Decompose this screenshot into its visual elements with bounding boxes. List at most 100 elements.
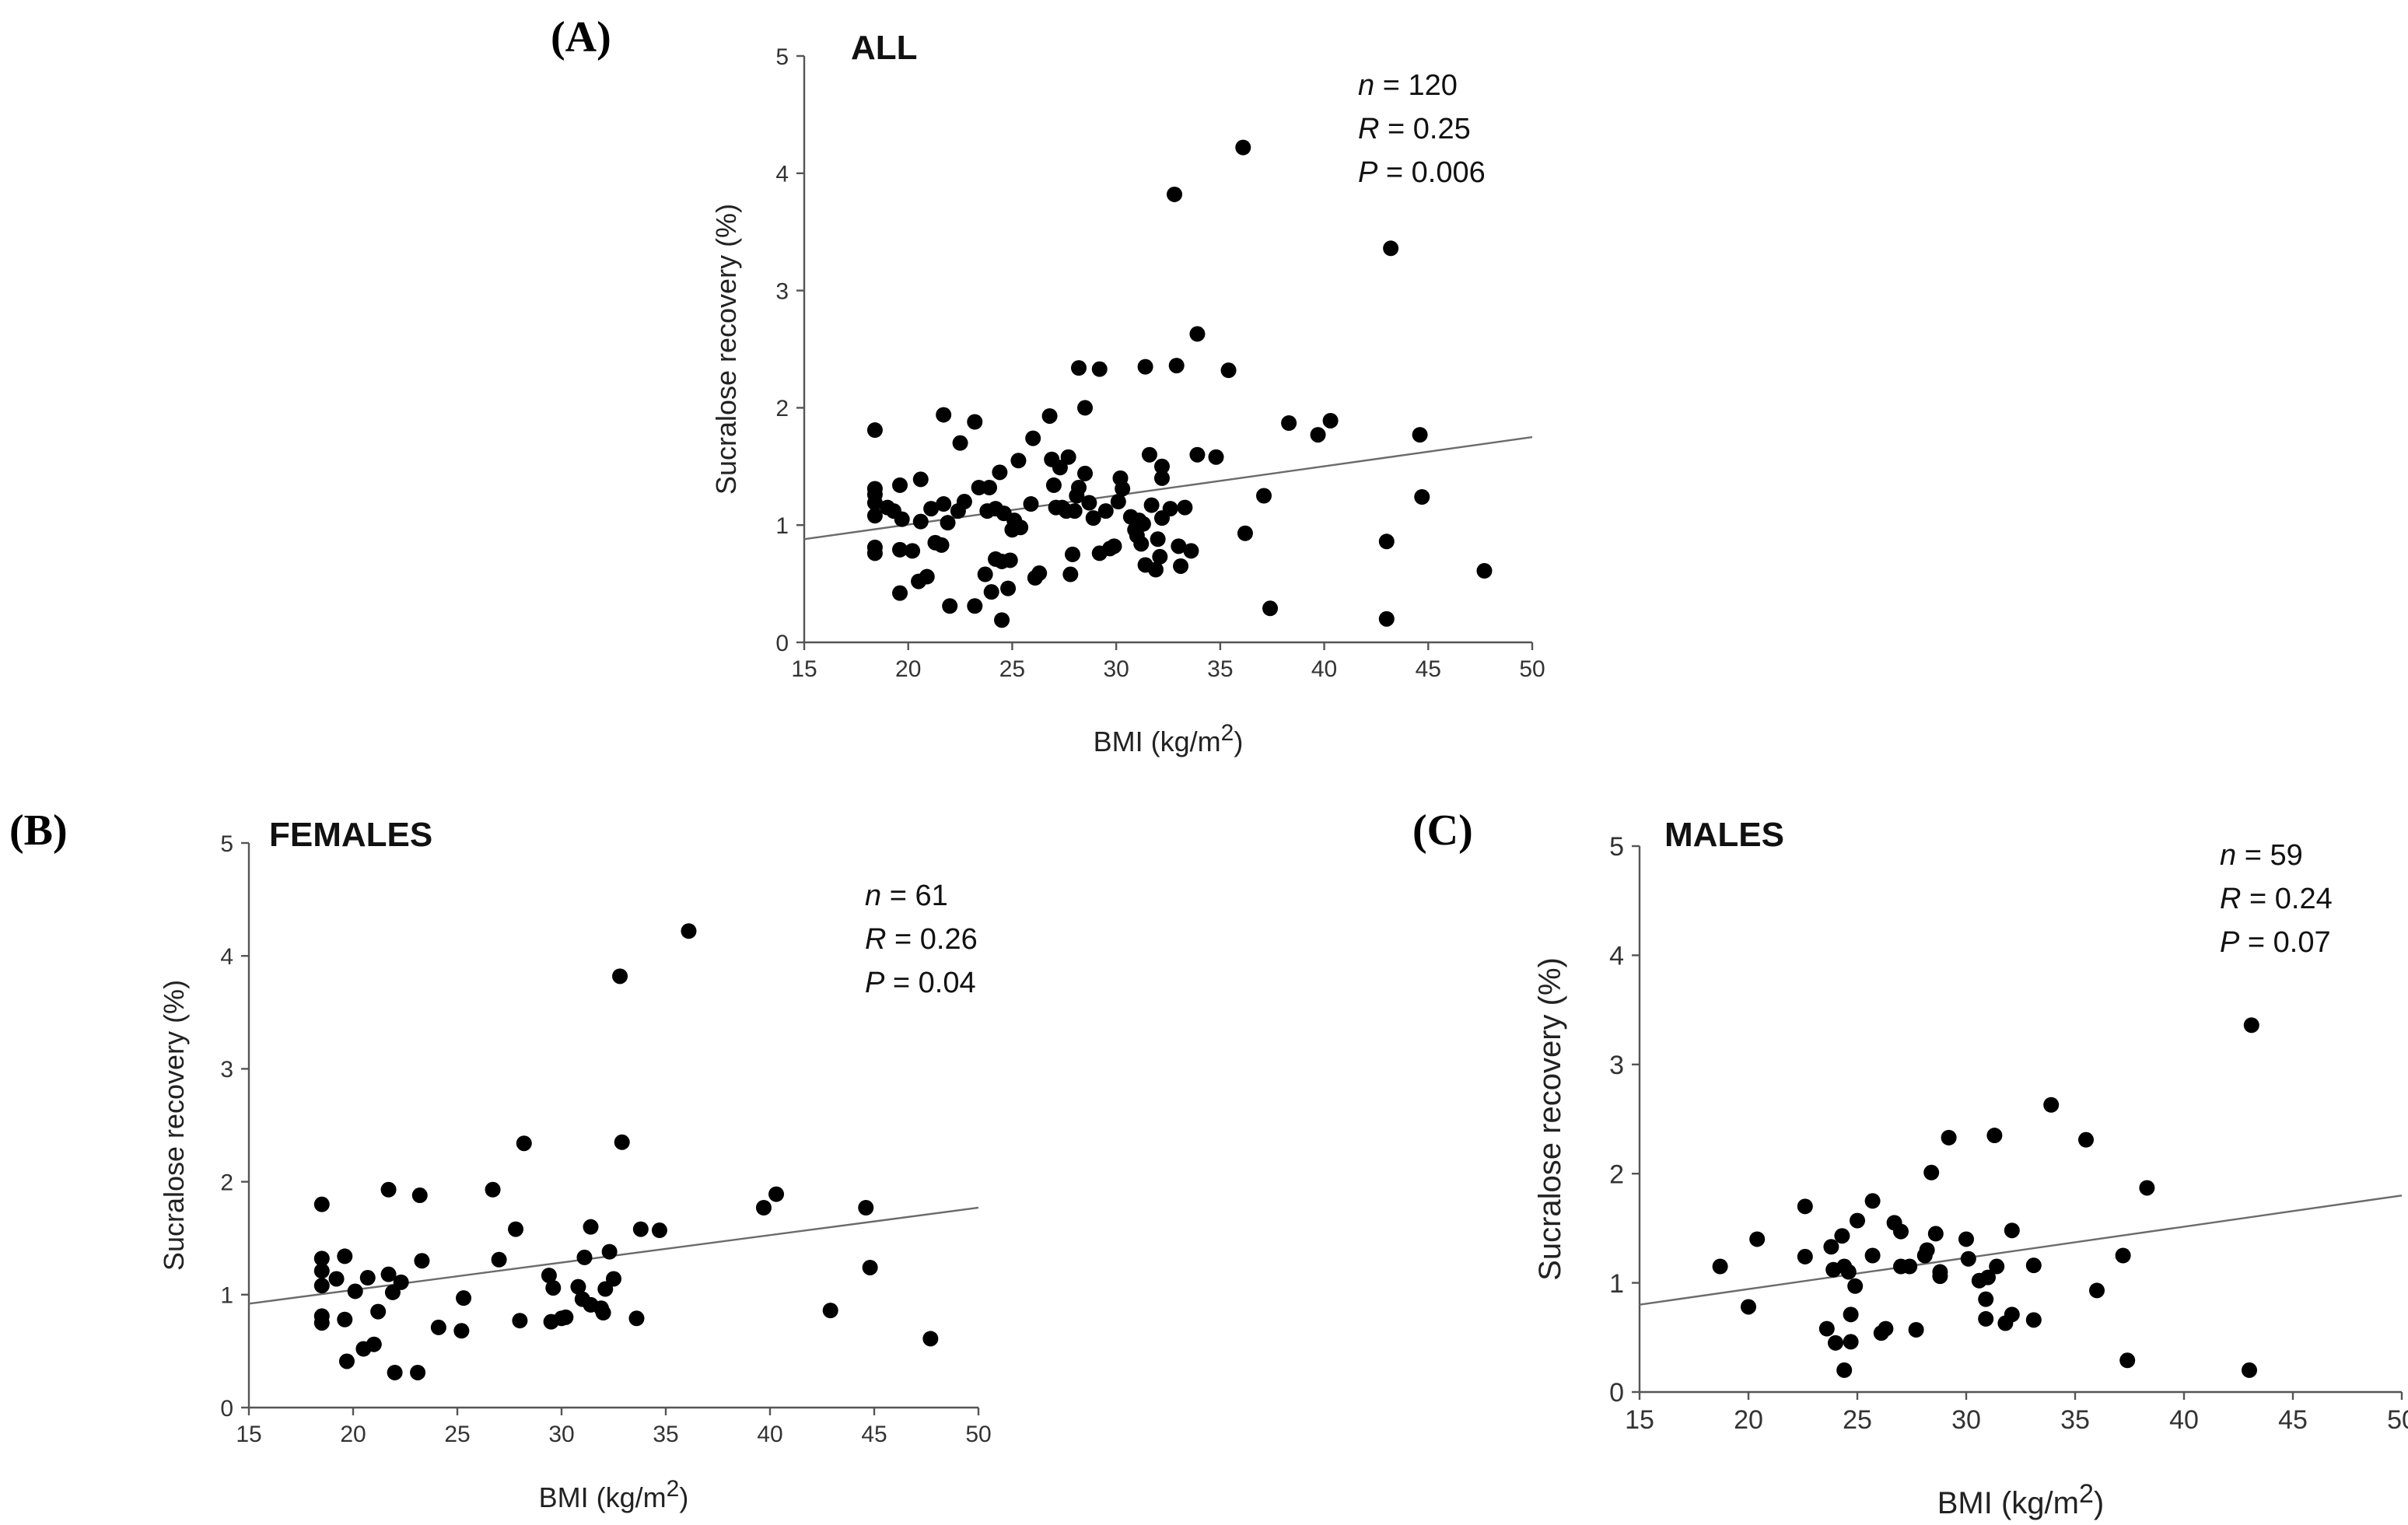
data-point xyxy=(1823,1239,1839,1255)
data-point xyxy=(952,435,968,451)
data-point xyxy=(892,585,908,601)
x-axis-title: BMI (kg/m2) xyxy=(1937,1479,2104,1520)
stat-value: = 61 xyxy=(881,880,948,912)
data-point xyxy=(2089,1282,2105,1299)
data-point xyxy=(1878,1320,1894,1337)
panel-title: ALL xyxy=(851,29,918,67)
y-tick-label: 0 xyxy=(1609,1378,1624,1408)
data-point xyxy=(1147,561,1164,578)
x-axis-title-superscript: 2 xyxy=(1221,720,1234,746)
data-point xyxy=(1071,360,1087,376)
data-point xyxy=(1137,359,1153,375)
data-point xyxy=(1013,519,1029,536)
stat-n: n = 59 xyxy=(2220,839,2303,872)
stat-symbol: P xyxy=(2220,926,2240,959)
data-point xyxy=(822,1303,838,1319)
data-point xyxy=(1237,525,1253,541)
x-tick-label: 15 xyxy=(1625,1405,1654,1435)
y-tick-label: 4 xyxy=(1609,942,1624,971)
data-point xyxy=(1085,510,1101,526)
data-point xyxy=(894,511,910,527)
data-point xyxy=(313,1196,330,1212)
x-tick-label: 30 xyxy=(1951,1405,1981,1435)
data-point xyxy=(858,1199,874,1215)
data-point xyxy=(1749,1231,1766,1247)
y-tick-label: 0 xyxy=(775,631,789,656)
data-point xyxy=(1077,465,1094,481)
data-point xyxy=(905,543,921,559)
data-point xyxy=(1162,501,1178,517)
data-point xyxy=(1383,240,1399,257)
data-point xyxy=(1932,1264,1948,1280)
data-point xyxy=(1847,1278,1864,1294)
data-point xyxy=(933,537,950,553)
data-point xyxy=(2004,1306,2020,1323)
data-point xyxy=(1167,186,1183,202)
data-point xyxy=(1941,1129,1957,1145)
data-point xyxy=(1414,489,1430,505)
data-point xyxy=(1010,453,1027,469)
data-point xyxy=(2119,1352,2136,1369)
data-point xyxy=(1110,494,1126,510)
data-point xyxy=(1828,1334,1843,1351)
data-point xyxy=(337,1248,353,1264)
data-point xyxy=(755,1199,772,1215)
data-point xyxy=(2078,1132,2094,1148)
data-point xyxy=(1927,1226,1944,1242)
data-point xyxy=(485,1181,501,1198)
data-point xyxy=(1978,1291,1994,1307)
y-axis-title: Sucralose recovery (%) xyxy=(158,980,190,1271)
data-point xyxy=(453,1323,470,1339)
data-point xyxy=(967,598,983,614)
y-axis-title: Sucralose recovery (%) xyxy=(1533,957,1567,1281)
x-axis-title-close: ) xyxy=(679,1481,688,1513)
data-point xyxy=(1843,1306,1859,1323)
x-tick-label: 15 xyxy=(236,1422,261,1447)
x-tick-label: 30 xyxy=(1103,656,1129,682)
data-point xyxy=(1135,516,1151,532)
stat-symbol: n xyxy=(1358,69,1374,102)
data-point xyxy=(1980,1269,1996,1285)
data-point xyxy=(1741,1299,1756,1315)
data-point xyxy=(1106,538,1122,554)
data-point xyxy=(940,515,956,531)
data-point xyxy=(1066,503,1083,519)
data-point xyxy=(1171,538,1187,554)
data-point xyxy=(1908,1321,1924,1338)
y-tick-label: 1 xyxy=(220,1283,233,1309)
data-point xyxy=(1818,1320,1835,1337)
x-tick-label: 40 xyxy=(2169,1405,2199,1435)
data-point xyxy=(380,1181,397,1198)
stat-value: = 120 xyxy=(1374,69,1458,102)
data-point xyxy=(576,1249,593,1265)
data-point xyxy=(313,1315,330,1331)
data-point xyxy=(1183,543,1199,559)
x-tick-label: 25 xyxy=(999,656,1025,682)
y-tick-label: 2 xyxy=(775,396,789,421)
data-point xyxy=(380,1266,397,1282)
data-point xyxy=(1062,566,1079,582)
data-point xyxy=(977,566,993,582)
data-point xyxy=(651,1222,667,1239)
data-point xyxy=(2139,1180,2155,1196)
data-point xyxy=(337,1311,353,1327)
data-point xyxy=(558,1309,574,1325)
panel-label: (B) xyxy=(9,806,68,855)
data-point xyxy=(1864,1193,1881,1209)
data-point xyxy=(942,598,958,614)
data-point xyxy=(1152,548,1168,565)
data-point xyxy=(1476,563,1493,579)
data-point xyxy=(1235,139,1251,156)
data-point xyxy=(2004,1222,2020,1239)
stat-r: R = 0.26 xyxy=(865,923,978,956)
data-point xyxy=(612,968,628,985)
data-point xyxy=(1189,446,1206,463)
data-point xyxy=(912,471,929,488)
x-axis-title-superscript: 2 xyxy=(667,1476,680,1502)
x-tick-label: 45 xyxy=(1416,656,1441,682)
data-point xyxy=(1893,1223,1909,1240)
x-axis-title-close: ) xyxy=(2094,1486,2104,1520)
data-point xyxy=(1834,1228,1850,1244)
